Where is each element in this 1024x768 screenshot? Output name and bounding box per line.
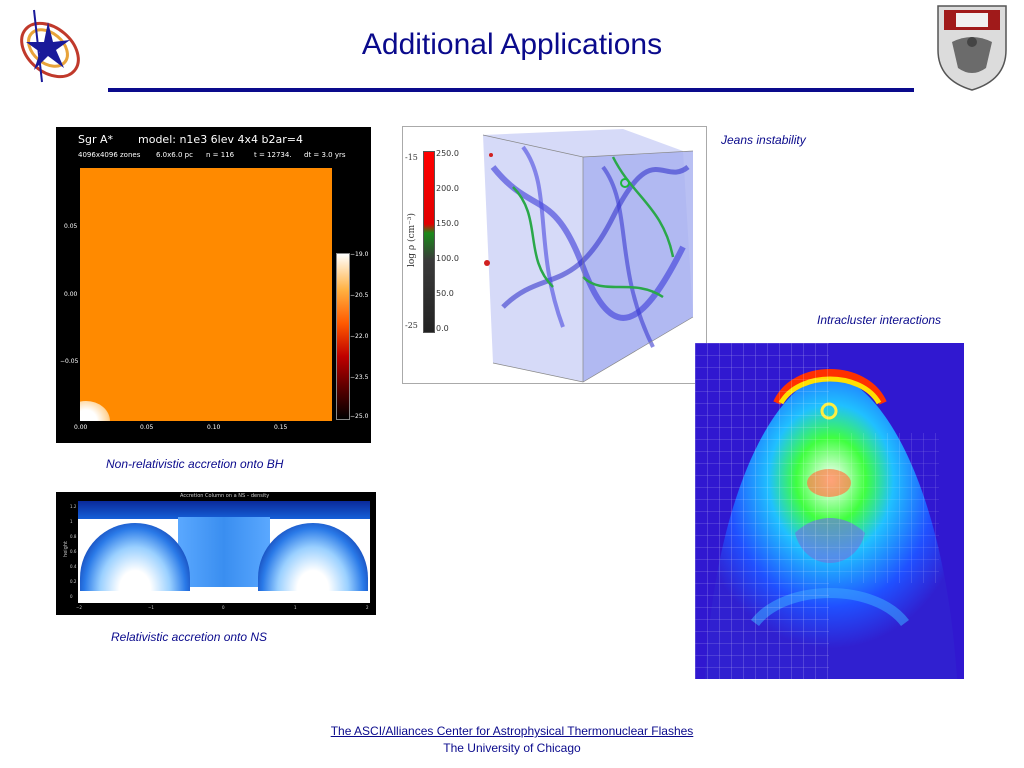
bh-colorbar (336, 253, 350, 420)
jeans-left-tick: -15 (405, 153, 418, 162)
bh-accretion-plot: Sgr A* model: n1e3 6lev 4x4 b2ar=4 4096x… (56, 127, 371, 443)
bh-xtick: 0.05 (140, 424, 154, 431)
ns-left-lobe (80, 523, 190, 597)
ns-xtick: 2 (366, 605, 369, 610)
ns-ytick: 1 (70, 519, 73, 524)
bh-xtick: 0.10 (207, 424, 221, 431)
ns-ytick: 1.2 (70, 504, 77, 509)
bh-xtick: 0.15 (274, 424, 288, 431)
bh-n-label: n = 116 (206, 151, 235, 159)
bh-cbar-tick: −25.0 (350, 413, 369, 420)
bh-model-label: model: n1e3 6lev 4x4 b2ar=4 (138, 133, 303, 146)
bh-cbar-tick: −23.5 (350, 374, 369, 381)
bh-ytick: −0.05 (60, 358, 79, 365)
slide-title: Additional Applications (361, 28, 663, 61)
intracluster-field (695, 343, 964, 679)
bh-caption: Non-relativistic accretion onto BH (106, 457, 284, 471)
jeans-cbar-tick: 0.0 (436, 324, 449, 333)
ns-ylabel: height (62, 541, 69, 557)
intracluster-caption: Intracluster interactions (817, 313, 942, 327)
bh-dt-label: dt = 3.0 yrs (304, 151, 346, 159)
bh-xtick: 0.00 (74, 424, 88, 431)
jeans-cbar-tick: 100.0 (436, 254, 459, 263)
bh-ytick: 0.05 (64, 223, 78, 230)
ns-ytick: 0.4 (70, 564, 77, 569)
ns-top-band (78, 501, 370, 519)
bh-zones-label: 4096x4096 zones (78, 151, 141, 159)
ns-xtick: −2 (76, 605, 82, 610)
ns-ytick: 0.6 (70, 549, 77, 554)
ns-surface (78, 591, 370, 603)
ns-accretion-column (178, 517, 270, 587)
bh-t-label: t = 12734. (254, 151, 292, 159)
title-underline (108, 88, 914, 92)
ns-xtick: −1 (148, 605, 154, 610)
jeans-density-cube (482, 129, 694, 383)
bh-cbar-tick: −22.0 (350, 333, 369, 340)
ns-ytick: 0.2 (70, 579, 77, 584)
jeans-cbar-tick: 150.0 (436, 219, 459, 228)
bh-cbar-tick: −19.0 (350, 251, 369, 258)
ns-density-field (78, 501, 370, 603)
jeans-left-tick: -25 (405, 321, 418, 330)
footer-institution: The University of Chicago (443, 741, 581, 755)
jeans-cbar-tick: 200.0 (436, 184, 459, 193)
jeans-instability-render: -15 -25 250.0 200.0 150.0 100.0 50.0 0.0… (402, 126, 707, 384)
ns-caption: Relativistic accretion onto NS (111, 630, 268, 644)
jeans-cbar-tick: 250.0 (436, 149, 459, 158)
jeans-caption: Jeans instability (721, 133, 806, 147)
jeans-cbar-tick: 50.0 (436, 289, 454, 298)
bh-object-label: Sgr A* (78, 133, 114, 146)
bh-center-blob (80, 401, 110, 421)
bh-cbar-tick: −20.5 (350, 292, 369, 299)
bh-density-field (80, 168, 332, 421)
ns-xtick: 0 (222, 605, 225, 610)
ns-xtick: 1 (294, 605, 297, 610)
ns-accretion-plot: Accretion Column on a NS – density heigh… (56, 492, 376, 615)
footer-link[interactable]: The ASCI/Alliances Center for Astrophysi… (330, 724, 694, 738)
bh-ytick: 0.00 (64, 291, 78, 298)
jeans-colorbar (423, 151, 435, 333)
flash-center-logo (8, 2, 88, 92)
ns-ytick: 0 (70, 594, 73, 599)
bh-size-label: 6.0x6.0 pc (156, 151, 193, 159)
ns-ytick: 0.8 (70, 534, 77, 539)
ns-right-lobe (258, 523, 368, 597)
university-of-chicago-seal (934, 2, 1010, 92)
intracluster-simulation (695, 343, 964, 679)
jeans-axis-label: log ρ (cm⁻³) (407, 212, 418, 268)
ns-plot-title: Accretion Column on a NS – density (180, 493, 270, 499)
